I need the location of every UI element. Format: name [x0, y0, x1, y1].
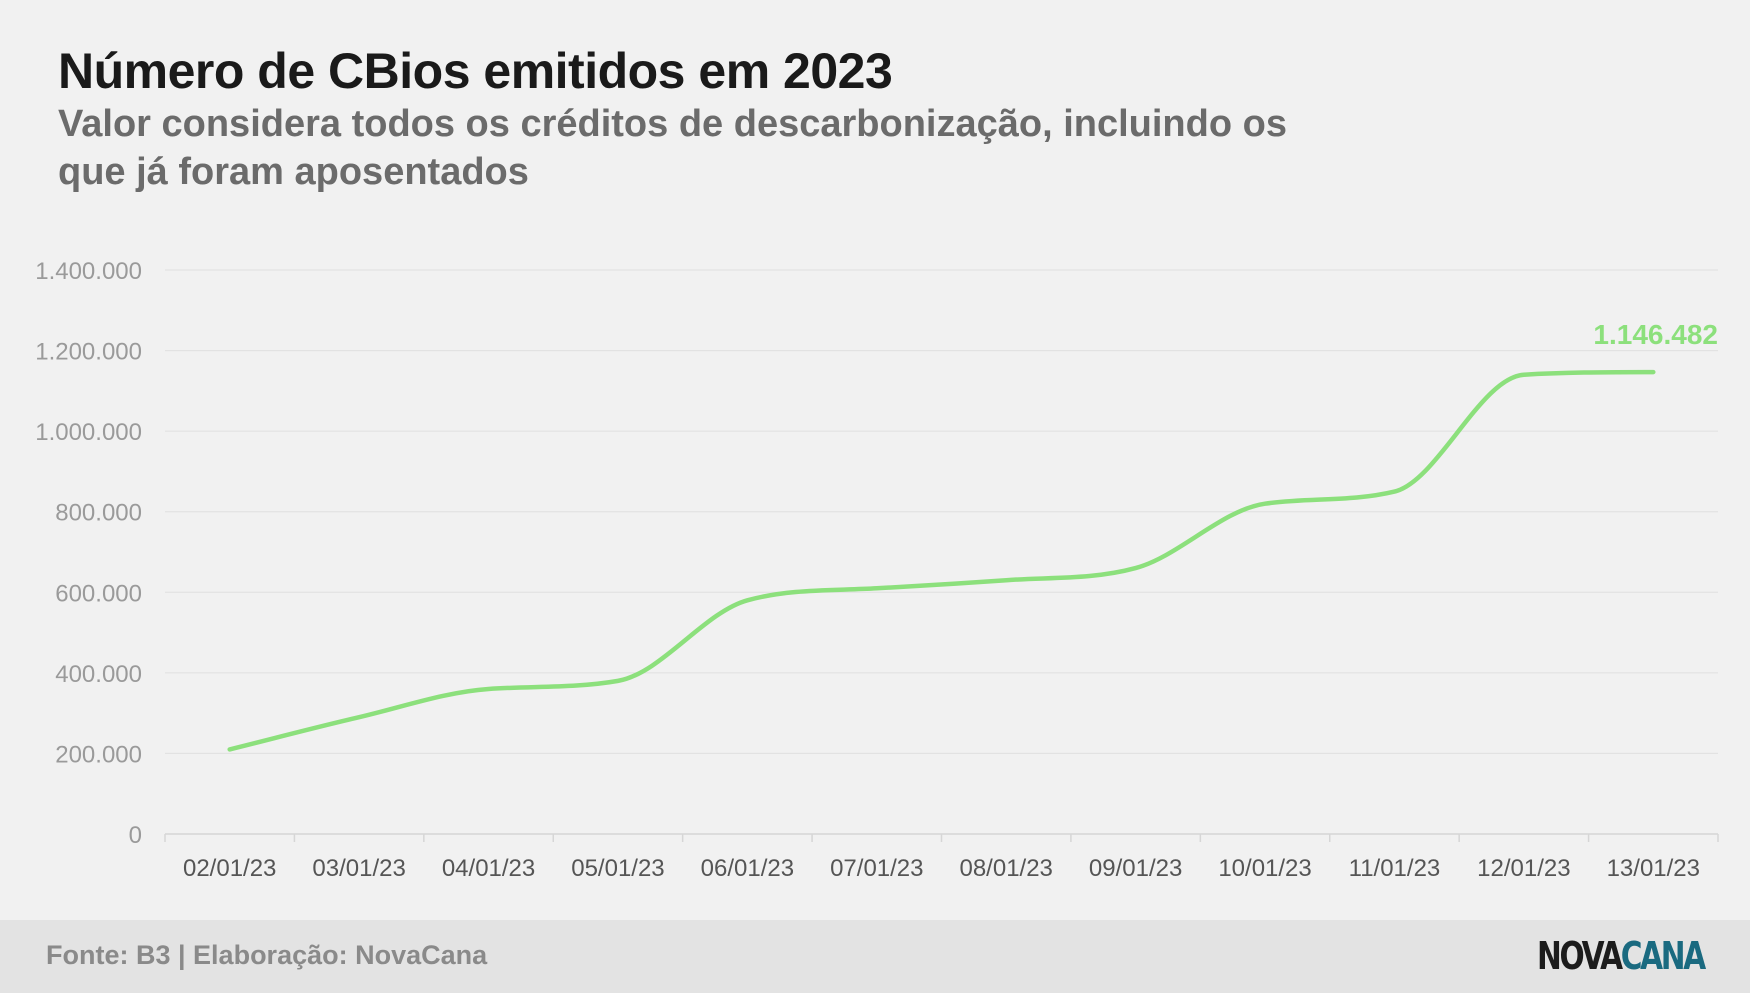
- x-tick-label: 10/01/23: [1218, 855, 1311, 882]
- x-tick-label: 07/01/23: [830, 855, 923, 882]
- x-tick-label: 03/01/23: [312, 855, 405, 882]
- chart-title: Número de CBios emitidos em 2023: [58, 43, 893, 99]
- x-tick-label: 04/01/23: [442, 855, 535, 882]
- y-tick-label: 1.400.000: [35, 258, 142, 285]
- x-tick-label: 09/01/23: [1089, 855, 1182, 882]
- x-tick-label: 02/01/23: [183, 855, 276, 882]
- y-tick-label: 1.200.000: [35, 339, 142, 366]
- chart-subtitle: Valor considera todos os créditos de des…: [58, 103, 1287, 193]
- x-tick-label: 13/01/23: [1607, 855, 1700, 882]
- gridlines: [165, 269, 1718, 754]
- logo-part-cana: CANA: [1620, 934, 1706, 978]
- y-axis-tick-labels: 0 200.000 400.000 600.000 800.000 1.000.000 1.…: [35, 258, 142, 849]
- y-tick-label: 200.000: [55, 741, 142, 768]
- source-note: Fonte: B3 | Elaboração: NovaCana: [46, 940, 488, 970]
- line-chart: 0 200.000 400.000 600.000 800.000 1.000.000 1.…: [35, 258, 1719, 882]
- x-tick-label: 12/01/23: [1477, 855, 1570, 882]
- x-tick-label: 05/01/23: [571, 855, 664, 882]
- series-line: [227, 369, 1656, 752]
- y-tick-label: 800.000: [55, 500, 142, 527]
- y-tick-label: 400.000: [55, 661, 142, 688]
- x-tick-label: 06/01/23: [701, 855, 794, 882]
- x-tick-label: 11/01/23: [1349, 855, 1441, 882]
- y-tick-label: 0: [129, 822, 142, 849]
- novacana-logo: NOVACANA: [1537, 934, 1706, 978]
- logo-part-nova: NOVA: [1537, 934, 1623, 978]
- footer: Fonte: B3 | Elaboração: NovaCana NOVACAN…: [0, 920, 1750, 993]
- y-tick-label: 600.000: [55, 580, 142, 607]
- data-labels: 1.146.482: [1593, 319, 1718, 350]
- x-axis: 02/01/23 03/01/23 04/01/23 05/01/23 06/01/23…: [164, 833, 1719, 882]
- x-tick-label: 08/01/23: [959, 855, 1052, 882]
- last-value-label: 1.146.482: [1593, 319, 1718, 350]
- series-cbios: [227, 369, 1656, 752]
- y-tick-label: 1.000.000: [35, 419, 142, 446]
